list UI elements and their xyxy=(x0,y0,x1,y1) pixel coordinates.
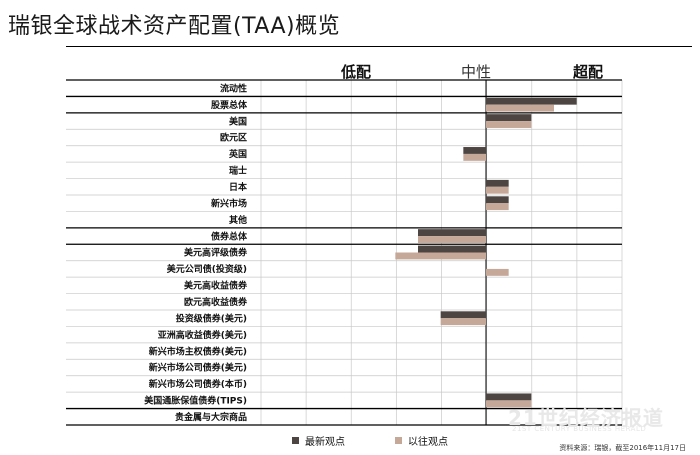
row-label: 新兴市场公司债券(美元) xyxy=(149,362,247,374)
row-label: 美国通胀保值债券(TIPS) xyxy=(144,395,247,407)
row-label: 美元公司债(投资级) xyxy=(167,263,247,275)
bar-previous xyxy=(486,104,554,112)
legend-latest-swatch xyxy=(292,437,299,444)
bar-previous xyxy=(486,186,509,194)
bar-latest xyxy=(486,97,577,105)
source-note: 资料来源：瑞银，截至2016年11月17日 xyxy=(559,444,686,452)
row-label: 流动性 xyxy=(220,82,247,94)
watermark: 21世纪经济报道 xyxy=(508,406,664,430)
row-label: 英国 xyxy=(228,148,247,160)
bar-previous xyxy=(486,121,532,128)
row-label: 美元高评级债券 xyxy=(184,247,248,259)
bar-previous xyxy=(463,153,486,161)
row-label: 欧元高收益债券 xyxy=(184,296,248,308)
bar-previous xyxy=(486,268,509,276)
row-label: 新兴市场公司债券(本币) xyxy=(149,378,247,390)
bar-latest xyxy=(463,147,486,154)
row-label: 瑞士 xyxy=(229,165,247,177)
row-label: 亚洲高收益债券(美元) xyxy=(158,329,247,341)
row-label: 投资级债券(美元) xyxy=(176,312,247,324)
bar-latest xyxy=(418,245,486,253)
bar-previous xyxy=(440,318,486,326)
grid xyxy=(66,79,623,426)
legend-latest-label: 最新观点 xyxy=(305,437,345,448)
title-rule xyxy=(66,46,692,47)
row-label: 贵金属与大宗商品 xyxy=(175,411,247,423)
bar-previous xyxy=(395,252,486,260)
row-label: 美国 xyxy=(229,115,247,127)
row-label: 美元高收益债券 xyxy=(184,280,248,292)
bar-latest xyxy=(418,229,486,237)
chart-title: 瑞银全球战术资产配置(TAA)概览 xyxy=(8,14,341,39)
bar-latest xyxy=(486,114,532,122)
bar-latest xyxy=(486,393,532,401)
legend-previous-swatch xyxy=(395,437,402,444)
legend-previous-label: 以往观点 xyxy=(408,437,448,448)
legend-previous: 以往观点 xyxy=(395,433,448,448)
bars xyxy=(395,97,577,408)
bar-latest xyxy=(486,196,509,204)
scale-high-label: 超配 xyxy=(572,63,603,81)
scale-neutral-label: 中性 xyxy=(461,63,491,81)
watermark-subtitle: 21ST CENTURY BUSINESS HERALD xyxy=(512,425,647,433)
row-label: 新兴市场 xyxy=(211,197,247,209)
row-label: 新兴市场主权债券(美元) xyxy=(149,345,247,357)
row-label: 日本 xyxy=(229,181,248,193)
row-label: 债券总体 xyxy=(211,230,248,242)
bar-latest xyxy=(440,311,486,319)
row-labels: 流动性股票总体美国欧元区英国瑞士日本新兴市场其他债券总体美元高评级债券美元公司债… xyxy=(144,82,248,423)
row-label: 欧元区 xyxy=(220,132,247,144)
bar-previous xyxy=(486,203,509,211)
scale-low-label: 低配 xyxy=(340,63,371,81)
bar-latest xyxy=(486,179,509,187)
row-label: 股票总体 xyxy=(211,99,248,111)
row-label: 其他 xyxy=(229,214,247,226)
bar-previous xyxy=(418,236,486,243)
legend-latest: 最新观点 xyxy=(292,433,345,448)
bar-previous xyxy=(486,400,532,408)
